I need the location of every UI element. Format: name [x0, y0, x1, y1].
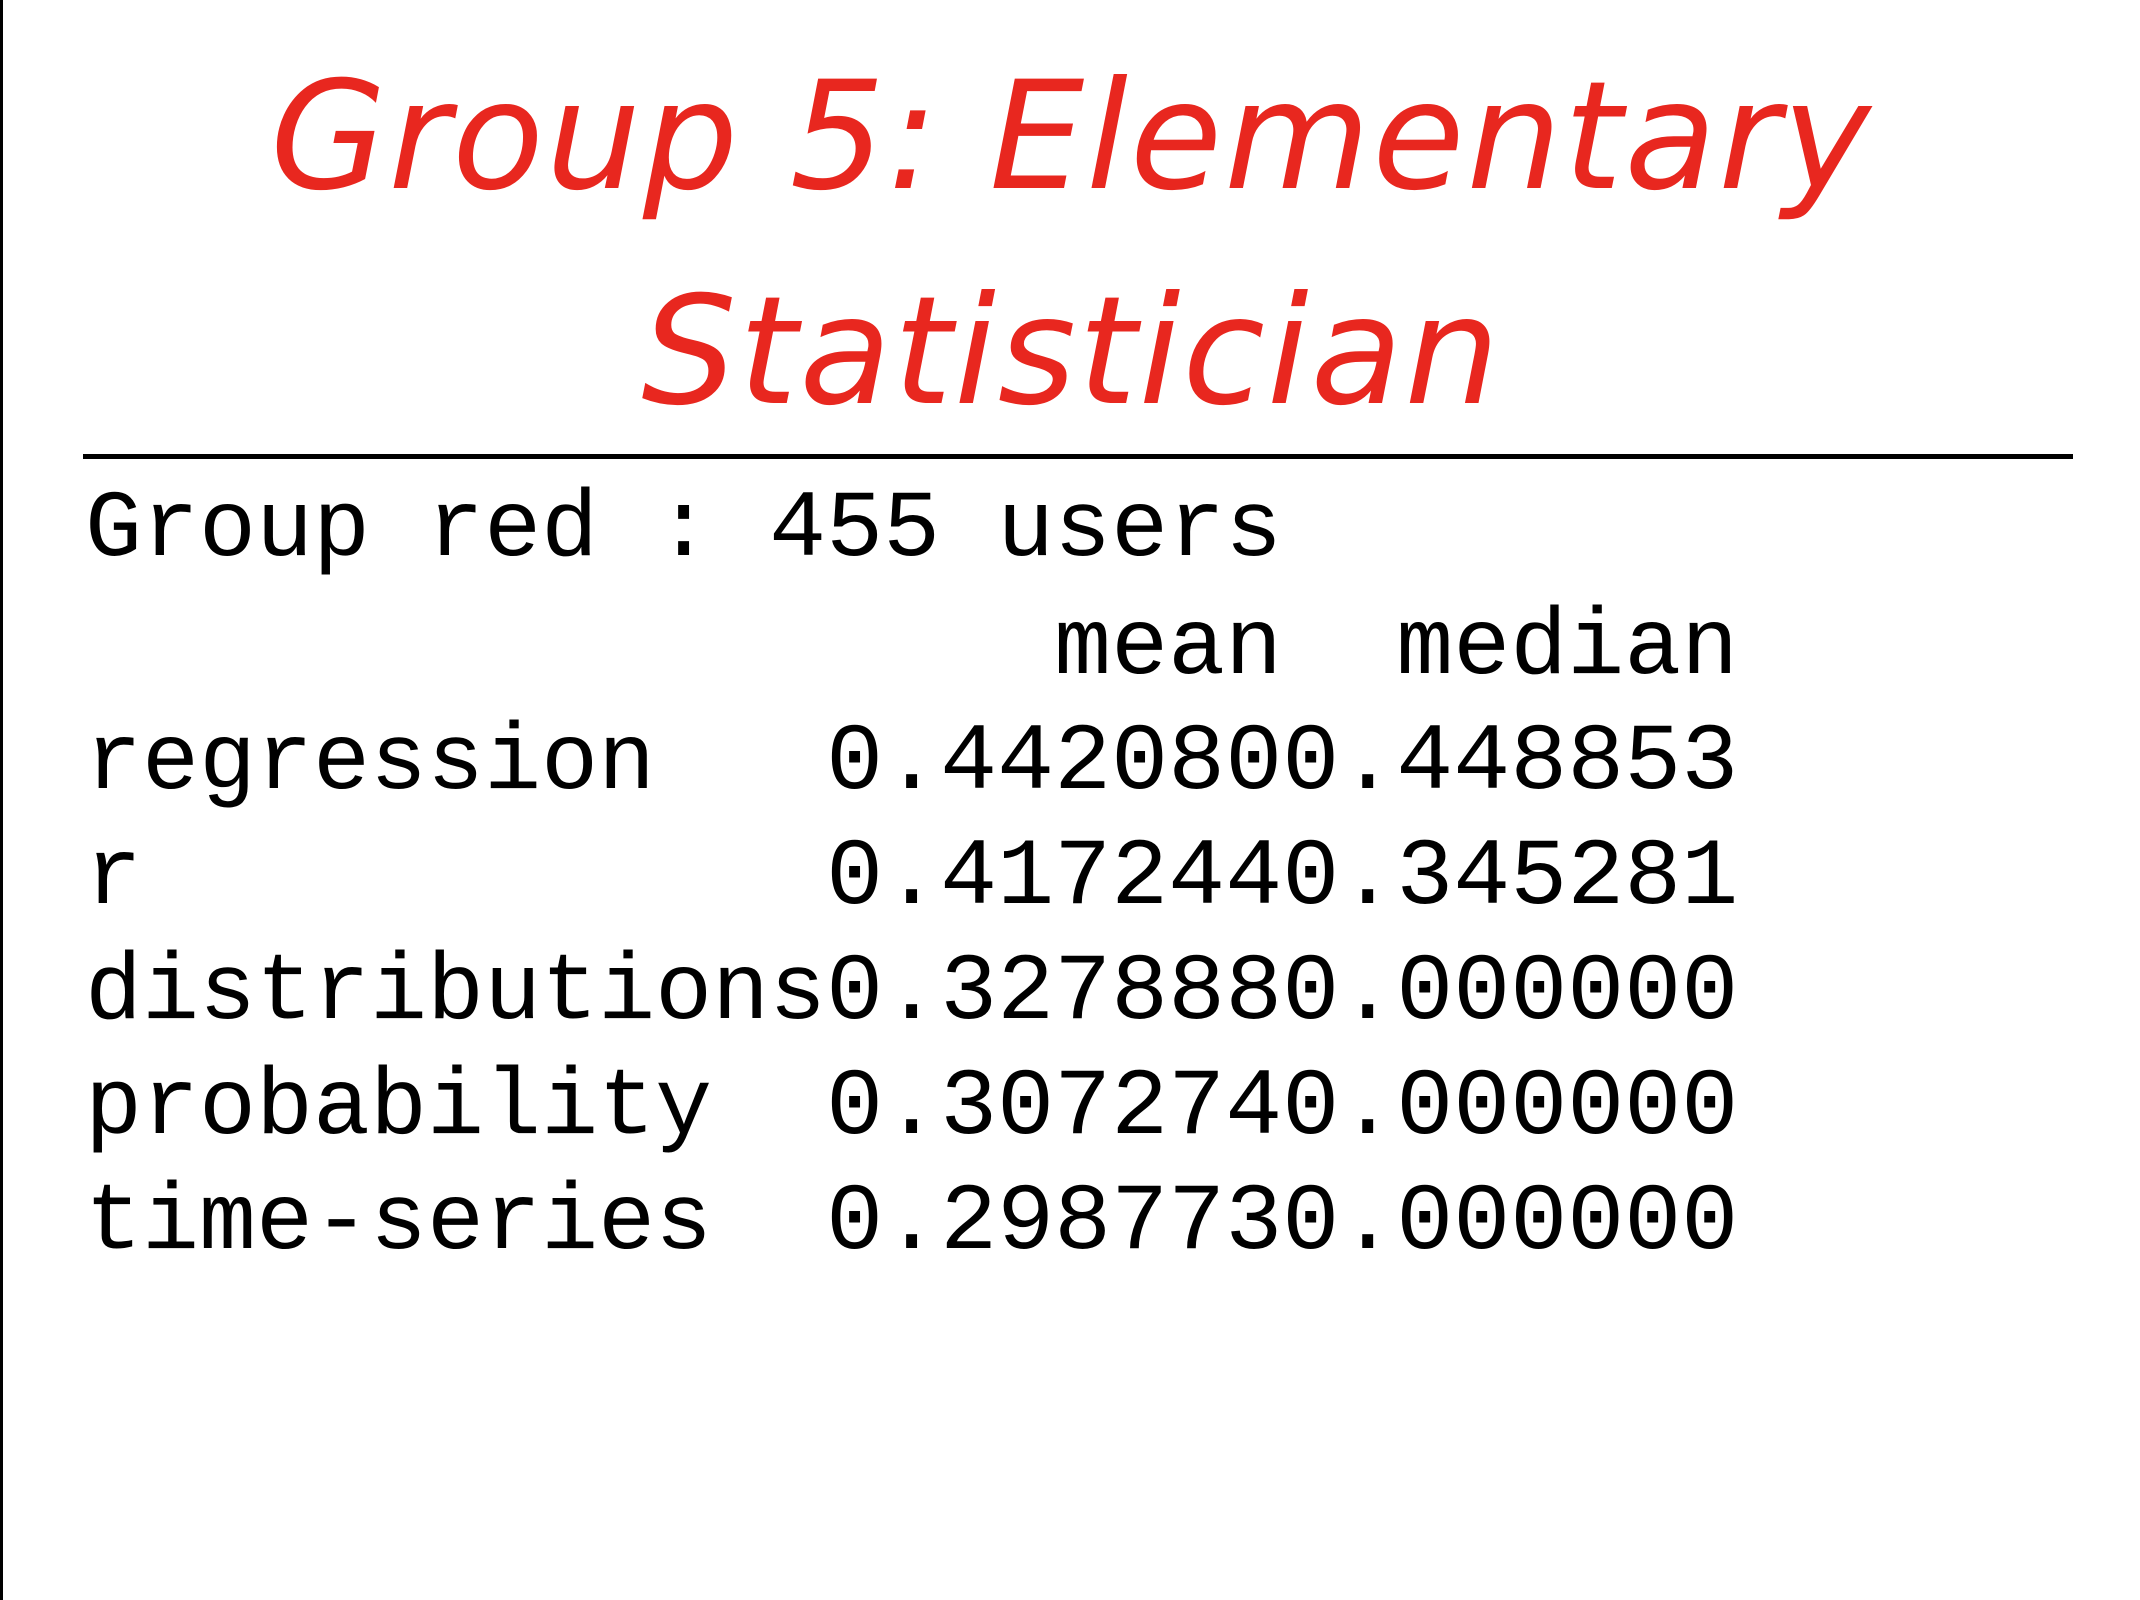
slide: Group 5: Elementary Statistician Group r… — [3, 0, 2140, 1600]
row-median: 0.448853 — [1282, 708, 1739, 817]
slide-title: Group 5: Elementary Statistician — [3, 30, 2140, 460]
row-mean: 0.442080 — [826, 708, 1283, 817]
table-row: r 0.417244 0.345281 — [85, 820, 1738, 935]
slide-title-line-1: Group 5: Elementary — [270, 50, 1873, 224]
row-median: 0.345281 — [1282, 823, 1739, 932]
row-label: regression — [85, 708, 656, 817]
slide-title-line-2: Statistician — [641, 265, 1502, 439]
stats-table: mean median regression 0.442080 0.448853… — [85, 590, 1738, 1280]
row-median: 0.000000 — [1282, 1168, 1739, 1277]
row-label: distributions — [85, 938, 827, 1047]
table-row: distributions 0.327888 0.000000 — [85, 935, 1738, 1050]
row-median: 0.000000 — [1282, 1053, 1739, 1162]
title-divider — [83, 454, 2073, 459]
row-median: 0.000000 — [1282, 938, 1739, 1047]
table-row: time-series 0.298773 0.000000 — [85, 1165, 1738, 1280]
row-mean: 0.327888 — [826, 938, 1283, 1047]
table-row: probability 0.307274 0.000000 — [85, 1050, 1738, 1165]
row-label: probability — [85, 1053, 713, 1162]
header-mean: mean — [1054, 593, 1283, 702]
row-mean: 0.298773 — [826, 1168, 1283, 1277]
stats-header-row: mean median — [85, 590, 1738, 705]
table-row: regression 0.442080 0.448853 — [85, 705, 1738, 820]
row-label: r — [85, 823, 143, 932]
row-mean: 0.307274 — [826, 1053, 1283, 1162]
header-median: median — [1396, 593, 1739, 702]
row-mean: 0.417244 — [826, 823, 1283, 932]
row-label: time-series — [85, 1168, 713, 1277]
header-label-empty — [85, 590, 826, 705]
group-summary: Group red : 455 users — [85, 476, 1283, 584]
